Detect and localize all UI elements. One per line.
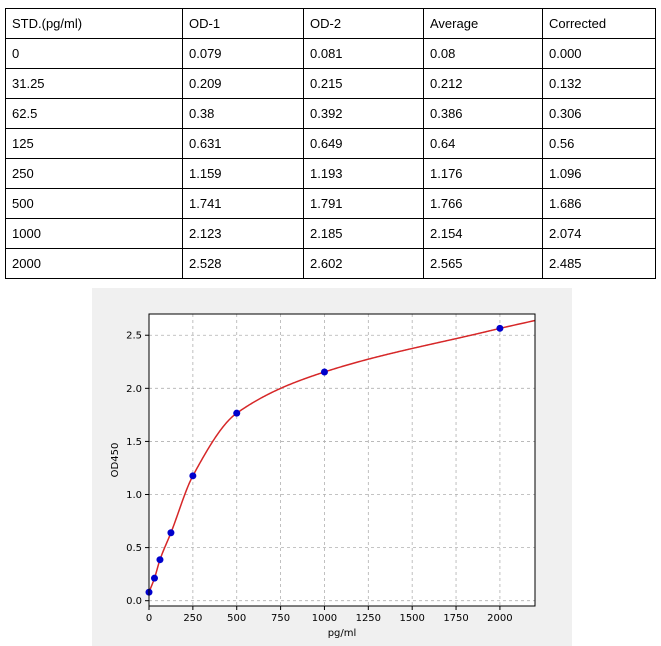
cell-od1: 0.209 xyxy=(182,68,304,99)
x-tick-label: 250 xyxy=(183,613,202,624)
cell-corrected: 0.56 xyxy=(542,128,656,159)
cell-corrected: 1.096 xyxy=(542,158,656,189)
standard-curve-table: STD.(pg/ml) OD-1 OD-2 Average Corrected … xyxy=(5,8,656,279)
cell-od1: 0.079 xyxy=(182,38,304,69)
axis-ticks: 0 250 500 750 1000 1250 1500 1750 2000 0.0 0.5 1.0 1… xyxy=(126,331,513,624)
cell-od1: 2.123 xyxy=(182,218,304,249)
table-row: 125 0.631 0.649 0.64 0.56 xyxy=(5,128,656,159)
cell-average: 2.565 xyxy=(423,248,543,279)
data-point xyxy=(156,556,164,564)
standard-curve-chart: 0 250 500 750 1000 1250 1500 1750 2000 0.0 0.5 1.0 1… xyxy=(92,288,572,646)
table-row: 1000 2.123 2.185 2.154 2.074 xyxy=(5,218,656,249)
table-row: 2000 2.528 2.602 2.565 2.485 xyxy=(5,248,656,279)
header-od2: OD-2 xyxy=(303,8,424,39)
cell-od1: 2.528 xyxy=(182,248,304,279)
x-tick-label: 750 xyxy=(271,613,290,624)
cell-corrected: 0.306 xyxy=(542,98,656,129)
grid xyxy=(148,314,535,606)
cell-od2: 1.193 xyxy=(303,158,424,189)
y-tick-label: 1.0 xyxy=(126,490,142,501)
cell-std: 62.5 xyxy=(5,98,183,129)
data-point xyxy=(233,409,241,417)
cell-corrected: 2.074 xyxy=(542,218,656,249)
cell-average: 0.08 xyxy=(423,38,543,69)
table-row: 0 0.079 0.081 0.08 0.000 xyxy=(5,38,656,69)
x-tick-label: 500 xyxy=(227,613,246,624)
data-point xyxy=(189,472,197,480)
cell-std: 250 xyxy=(5,158,183,189)
plot-area xyxy=(149,314,535,606)
y-tick-label: 2.0 xyxy=(126,384,142,395)
cell-std: 31.25 xyxy=(5,68,183,99)
table-row: 500 1.741 1.791 1.766 1.686 xyxy=(5,188,656,219)
cell-corrected: 2.485 xyxy=(542,248,656,279)
cell-corrected: 1.686 xyxy=(542,188,656,219)
cell-average: 0.64 xyxy=(423,128,543,159)
cell-od2: 2.602 xyxy=(303,248,424,279)
cell-corrected: 0.000 xyxy=(542,38,656,69)
cell-average: 0.386 xyxy=(423,98,543,129)
cell-od1: 0.631 xyxy=(182,128,304,159)
header-std: STD.(pg/ml) xyxy=(5,8,183,39)
cell-corrected: 0.132 xyxy=(542,68,656,99)
table-row: 31.25 0.209 0.215 0.212 0.132 xyxy=(5,68,656,99)
x-tick-label: 0 xyxy=(146,613,152,624)
y-tick-label: 1.5 xyxy=(126,437,142,448)
x-tick-label: 2000 xyxy=(487,613,512,624)
x-tick-label: 1000 xyxy=(312,613,337,624)
cell-std: 1000 xyxy=(5,218,183,249)
cell-od1: 1.159 xyxy=(182,158,304,189)
header-average: Average xyxy=(423,8,543,39)
cell-od2: 0.215 xyxy=(303,68,424,99)
cell-average: 2.154 xyxy=(423,218,543,249)
table-row: 250 1.159 1.193 1.176 1.096 xyxy=(5,158,656,189)
x-tick-label: 1250 xyxy=(356,613,381,624)
x-axis-label: pg/ml xyxy=(328,628,357,639)
cell-od1: 0.38 xyxy=(182,98,304,129)
chart-svg: 0 250 500 750 1000 1250 1500 1750 2000 0.0 0.5 1.0 1… xyxy=(110,313,536,639)
cell-average: 1.766 xyxy=(423,188,543,219)
y-tick-label: 0.0 xyxy=(126,596,142,607)
data-points xyxy=(145,324,504,596)
table-header-row: STD.(pg/ml) OD-1 OD-2 Average Corrected xyxy=(5,8,656,39)
x-tick-label: 1500 xyxy=(399,613,424,624)
cell-od2: 2.185 xyxy=(303,218,424,249)
cell-od2: 0.081 xyxy=(303,38,424,69)
data-point xyxy=(167,529,175,537)
cell-std: 0 xyxy=(5,38,183,69)
cell-std: 500 xyxy=(5,188,183,219)
x-tick-label: 1750 xyxy=(443,613,468,624)
cell-std: 125 xyxy=(5,128,183,159)
data-point xyxy=(496,324,504,332)
y-tick-label: 2.5 xyxy=(126,331,142,342)
y-tick-label: 0.5 xyxy=(126,543,142,554)
y-axis-label: OD450 xyxy=(110,443,121,478)
cell-average: 1.176 xyxy=(423,158,543,189)
plot-frame xyxy=(148,313,536,607)
fit-curve xyxy=(148,319,536,593)
header-corrected: Corrected xyxy=(542,8,656,39)
data-point xyxy=(320,368,328,376)
cell-od2: 0.649 xyxy=(303,128,424,159)
cell-od1: 1.741 xyxy=(182,188,304,219)
header-od1: OD-1 xyxy=(182,8,304,39)
table-row: 62.5 0.38 0.392 0.386 0.306 xyxy=(5,98,656,129)
cell-od2: 1.791 xyxy=(303,188,424,219)
cell-average: 0.212 xyxy=(423,68,543,99)
cell-std: 2000 xyxy=(5,248,183,279)
data-point xyxy=(150,574,158,582)
cell-od2: 0.392 xyxy=(303,98,424,129)
